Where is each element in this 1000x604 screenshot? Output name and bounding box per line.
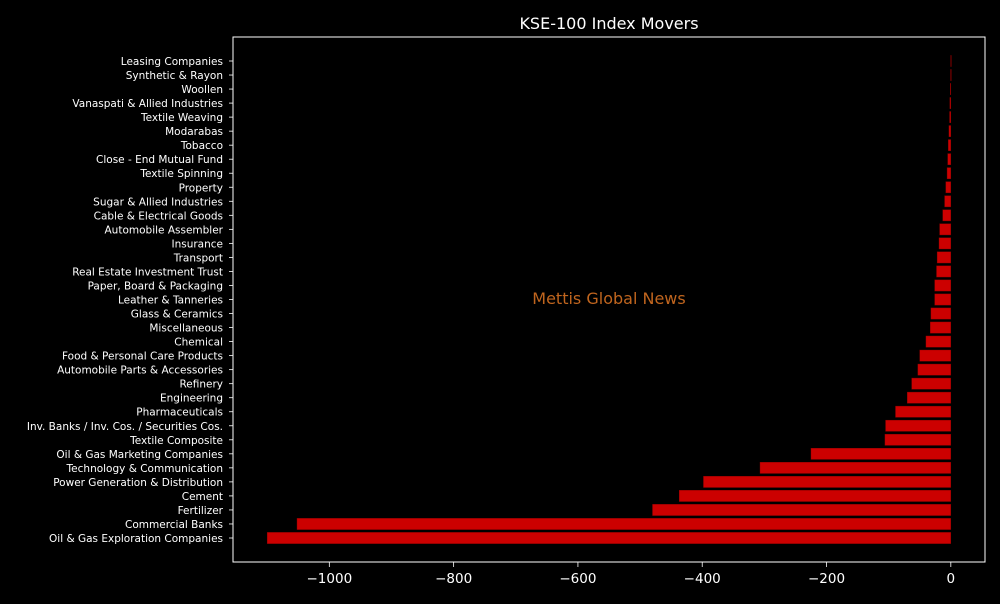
x-tick-label: −400 <box>684 571 721 587</box>
category-label: Property <box>179 182 223 194</box>
bar <box>949 83 952 95</box>
category-label: Synthetic & Rayon <box>126 70 223 82</box>
category-labels: Oil & Gas Exploration Companies Commercia… <box>27 56 233 545</box>
category-label: Inv. Banks / Inv. Cos. / Securities Cos. <box>27 421 223 433</box>
bar <box>810 448 952 460</box>
chart-title: KSE-100 Index Movers <box>519 14 698 33</box>
bar <box>946 167 952 180</box>
category-label: Insurance <box>171 238 223 250</box>
category-label: Leather & Tanneries <box>118 295 223 307</box>
category-label: Tobacco <box>180 140 223 152</box>
category-label: Oil & Gas Exploration Companies <box>49 533 223 545</box>
x-tick-label: 0 <box>947 571 956 587</box>
bar <box>885 419 952 432</box>
bar <box>934 293 952 306</box>
bar <box>938 237 952 250</box>
category-label: Power Generation & Distribution <box>53 477 223 489</box>
category-label: Leasing Companies <box>121 56 223 68</box>
bar <box>884 433 952 446</box>
bar <box>911 377 952 390</box>
category-label: Food & Personal Care Products <box>62 351 223 363</box>
bar <box>907 391 952 404</box>
category-label: Textile Composite <box>129 435 223 447</box>
bar <box>895 405 952 418</box>
category-label: Vanaspati & Allied Industries <box>72 98 223 110</box>
category-label: Chemical <box>174 337 223 349</box>
bar <box>936 251 952 264</box>
bar <box>949 97 952 109</box>
bar <box>930 307 952 320</box>
category-label: Refinery <box>179 379 223 391</box>
category-label: Transport <box>173 252 223 264</box>
category-label: Cement <box>182 491 223 503</box>
bar <box>948 139 952 151</box>
x-tick-label: −200 <box>808 571 845 587</box>
bar <box>296 518 952 530</box>
category-label: Automobile Parts & Accessories <box>57 365 223 377</box>
bar <box>925 335 952 348</box>
category-label: Oil & Gas Marketing Companies <box>56 449 223 461</box>
category-label: Pharmaceuticals <box>136 407 223 419</box>
bar <box>948 125 952 137</box>
watermark-text: Mettis Global News <box>532 289 685 308</box>
bars-layer <box>266 55 952 544</box>
bar <box>759 462 952 474</box>
bar <box>947 153 952 166</box>
bar <box>950 69 952 81</box>
bar <box>942 209 952 222</box>
x-tick-label: −600 <box>559 571 596 587</box>
category-label: Technology & Communication <box>66 463 223 475</box>
bar <box>936 265 952 278</box>
x-axis-ticks: −1000 −800 −600 −400 −200 0 <box>306 562 955 587</box>
category-label: Glass & Ceramics <box>131 309 223 321</box>
category-label: Commercial Banks <box>125 519 223 531</box>
bar <box>652 504 952 516</box>
x-tick-label: −1000 <box>306 571 352 587</box>
bar <box>919 349 952 362</box>
category-label: Modarabas <box>165 126 223 138</box>
bar <box>679 490 952 502</box>
category-label: Fertilizer <box>178 505 224 517</box>
bar <box>949 111 952 123</box>
bar <box>703 476 952 488</box>
bar <box>950 55 952 67</box>
x-tick-label: −800 <box>435 571 472 587</box>
category-label: Paper, Board & Packaging <box>88 280 223 292</box>
category-label: Sugar & Allied Industries <box>93 196 223 208</box>
bar <box>266 532 952 544</box>
bar <box>945 181 952 194</box>
bar <box>944 195 952 208</box>
bar <box>939 223 952 236</box>
category-label: Miscellaneous <box>149 323 223 335</box>
category-label: Textile Weaving <box>140 112 223 124</box>
category-label: Real Estate Investment Trust <box>72 266 223 278</box>
category-label: Automobile Assembler <box>105 224 224 236</box>
category-label: Woollen <box>181 84 223 96</box>
category-label: Close - End Mutual Fund <box>96 154 223 166</box>
bar <box>934 279 952 292</box>
bar <box>917 363 952 376</box>
bar <box>930 321 952 334</box>
category-label: Cable & Electrical Goods <box>94 210 223 222</box>
category-label: Engineering <box>160 393 223 405</box>
category-label: Textile Spinning <box>139 168 223 180</box>
